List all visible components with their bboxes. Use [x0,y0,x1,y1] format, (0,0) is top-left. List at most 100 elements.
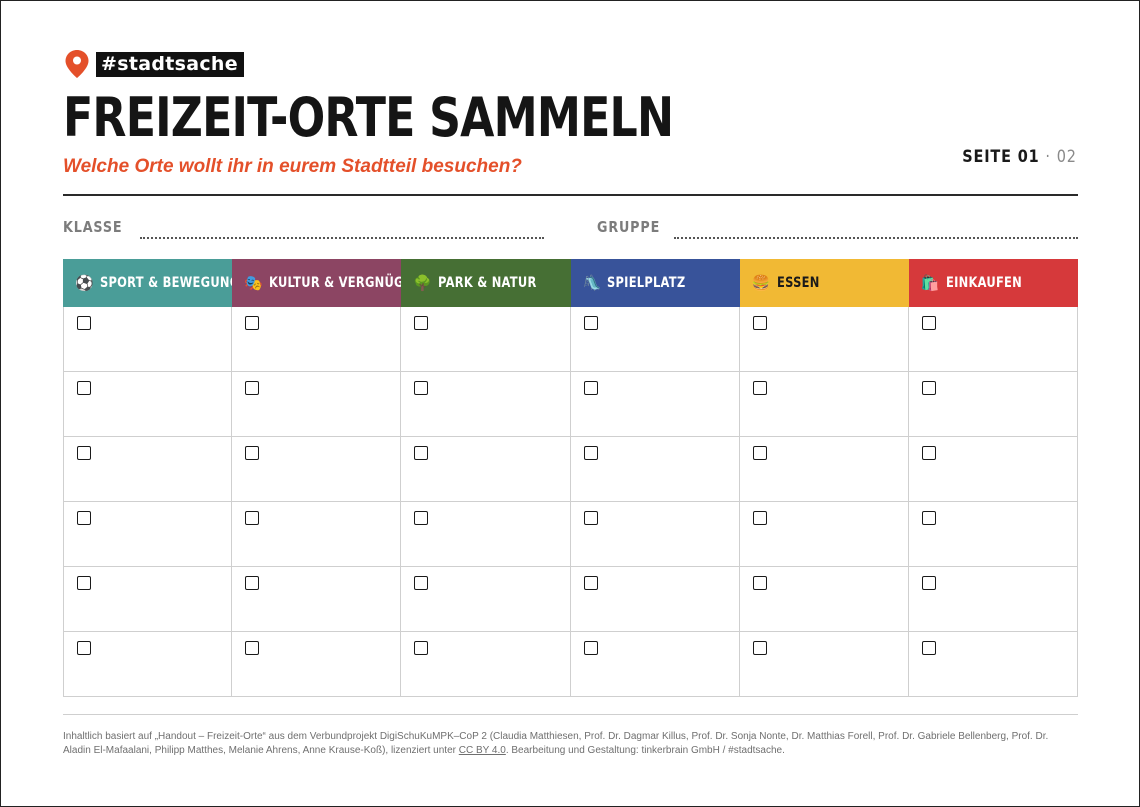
table-cell[interactable] [908,307,1078,372]
checkbox[interactable] [414,641,429,655]
checkbox[interactable] [752,641,767,655]
column-header-4: 🛝 SPIELPLATZ [570,259,740,307]
credits-design: . Bearbeitung und Gestaltung: tinkerbrai… [505,745,785,756]
checkbox[interactable] [414,316,429,330]
category-table: ⚽ SPORT & BEWEGUNG 🎭 KULTUR & VERGNÜGEN 🌳 PAR… [63,259,1078,697]
page-separator: · [1045,147,1052,167]
checkbox[interactable] [245,576,260,590]
table-cell[interactable] [908,437,1078,502]
checkbox[interactable] [752,446,767,460]
table-cell[interactable] [63,437,233,502]
table-cell[interactable] [908,372,1078,437]
brand-hashtag: #stadtsache [96,51,244,77]
shopping-bags-icon: 🛍️ [920,273,940,292]
checkbox[interactable] [583,446,598,460]
table-cell[interactable] [232,502,402,567]
checkbox[interactable] [414,446,429,460]
table-cell[interactable] [232,437,402,502]
column-header-label: KULTUR & VERGNÜGEN [269,275,401,291]
table-cell[interactable] [232,567,402,632]
table-cell[interactable] [908,502,1078,567]
table-cell[interactable] [401,437,571,502]
table-cell[interactable] [570,437,740,502]
table-cell[interactable] [401,567,571,632]
column-header-label: SPORT & BEWEGUNG [99,275,233,291]
table-cell[interactable] [63,502,233,567]
checkbox[interactable] [752,511,767,525]
gruppe-label: GRUPPE [597,218,661,236]
table-cell[interactable] [908,632,1078,697]
tree-icon: 🌳 [413,273,433,292]
table-cell[interactable] [232,307,402,372]
checkbox[interactable] [414,511,429,525]
table-cell[interactable] [570,372,740,437]
table-cell[interactable] [739,632,909,697]
column-header-5: 🍔 ESSEN [739,259,909,307]
checkbox[interactable] [245,316,260,330]
page-indicator: SEITE 01 · 02 [962,147,1077,167]
table-cell[interactable] [232,632,402,697]
checkbox[interactable] [77,641,91,655]
checkbox[interactable] [921,316,936,330]
table-cell[interactable] [63,567,233,632]
klasse-write-line[interactable] [140,237,544,239]
table-cell[interactable] [739,437,909,502]
table-cell[interactable] [570,502,740,567]
table-cell[interactable] [401,632,571,697]
license-link[interactable]: CC BY 4.0 [458,745,506,756]
checkbox[interactable] [921,446,936,460]
checkbox[interactable] [583,381,598,395]
checkbox[interactable] [77,381,91,395]
column-header-label: ESSEN [776,275,820,291]
table-cell[interactable] [63,307,233,372]
page-title: FREIZEIT-ORTE SAMMELN [63,86,674,149]
table-cell[interactable] [401,372,571,437]
checkbox[interactable] [414,381,429,395]
checkbox[interactable] [245,381,260,395]
table-cell[interactable] [570,567,740,632]
checkbox[interactable] [77,446,91,460]
table-cell[interactable] [63,632,233,697]
gruppe-write-line[interactable] [674,237,1078,239]
checkbox[interactable] [245,446,260,460]
checkbox[interactable] [414,576,429,590]
soccer-ball-icon: ⚽ [75,273,94,292]
burger-icon: 🍔 [751,273,771,292]
checkbox[interactable] [583,641,598,655]
column-header-1: ⚽ SPORT & BEWEGUNG [63,259,233,307]
checkbox[interactable] [245,511,260,525]
table-cell[interactable] [63,372,233,437]
checkbox[interactable] [921,641,936,655]
table-cell[interactable] [570,307,740,372]
footer-divider [63,714,1078,715]
checkbox[interactable] [77,511,91,525]
checkbox[interactable] [921,511,936,525]
table-cell[interactable] [401,502,571,567]
checkbox[interactable] [752,381,767,395]
page-total: 02 [1056,147,1077,167]
checkbox[interactable] [77,316,91,330]
checkbox[interactable] [921,381,936,395]
credits-main: Inhaltlich basiert auf „Handout – Freize… [63,731,1049,756]
page-current: SEITE 01 [962,147,1040,167]
brand-logo: #stadtsache [64,49,244,79]
table-cell[interactable] [739,307,909,372]
table-cell[interactable] [570,632,740,697]
table-cell[interactable] [908,567,1078,632]
checkbox[interactable] [245,641,260,655]
checkbox[interactable] [583,511,598,525]
table-cell[interactable] [739,502,909,567]
column-header-2: 🎭 KULTUR & VERGNÜGEN [232,259,402,307]
table-cell[interactable] [739,372,909,437]
checkbox[interactable] [583,316,598,330]
checkbox[interactable] [583,576,598,590]
checkbox[interactable] [752,316,767,330]
table-cell[interactable] [401,307,571,372]
checkbox[interactable] [77,576,91,590]
table-cell[interactable] [232,372,402,437]
slide-icon: 🛝 [582,273,602,292]
checkbox[interactable] [752,576,767,590]
checkbox[interactable] [921,576,936,590]
table-cell[interactable] [739,567,909,632]
